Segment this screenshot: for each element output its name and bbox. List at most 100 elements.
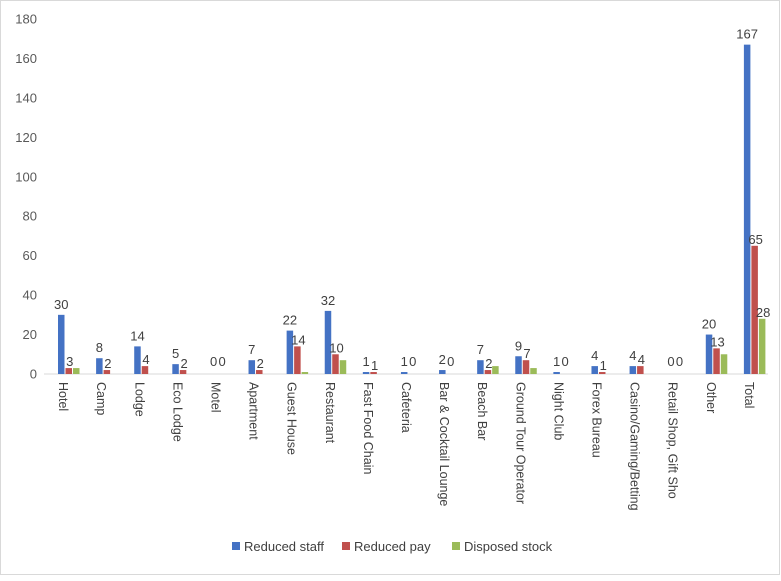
bar-reduced-staff — [248, 360, 256, 374]
x-tick-label: Hotel — [56, 382, 70, 411]
data-label: 1 — [371, 358, 378, 373]
legend-swatch — [452, 542, 460, 550]
data-label: 0 — [667, 354, 674, 369]
x-tick-label: Camp — [94, 382, 108, 415]
data-label: 0 — [409, 354, 416, 369]
bar-disposed-stock — [758, 318, 766, 374]
data-label: 0 — [219, 354, 226, 369]
data-label: 2 — [104, 356, 111, 371]
bar-reduced-pay — [332, 354, 339, 374]
bar-reduced-staff — [705, 334, 713, 374]
data-label: 10 — [329, 340, 343, 355]
data-label: 4 — [591, 348, 598, 363]
bar-reduced-staff — [134, 346, 141, 374]
data-label: 7 — [523, 346, 530, 361]
bar-reduced-pay — [294, 346, 301, 374]
bar-reduced-staff — [515, 356, 522, 374]
data-label: 0 — [210, 354, 217, 369]
bar-disposed-stock — [720, 354, 728, 374]
bar-reduced-pay — [179, 370, 187, 374]
x-tick-label: Apartment — [247, 382, 261, 440]
bar-reduced-staff — [743, 44, 751, 375]
data-label: 2 — [180, 356, 187, 371]
bar-reduced-pay — [370, 372, 377, 374]
bar-reduced-pay — [751, 245, 758, 374]
bar-reduced-staff — [286, 330, 294, 374]
data-label: 13 — [710, 334, 724, 349]
bar-reduced-staff — [553, 372, 560, 374]
x-tick-label: Ground Tour Operator — [513, 382, 527, 504]
bar-reduced-pay — [141, 366, 149, 374]
x-tick-label: Motel — [208, 382, 222, 413]
bar-reduced-pay — [484, 370, 492, 374]
x-tick-label: Restaurant — [323, 382, 337, 444]
data-label: 4 — [629, 348, 636, 363]
bar-disposed-stock — [73, 368, 80, 374]
data-label: 0 — [676, 354, 683, 369]
data-label: 14 — [130, 328, 144, 343]
y-tick-label: 80 — [23, 209, 37, 224]
legend-swatch — [342, 542, 350, 550]
bars — [58, 44, 766, 375]
legend-label: Reduced staff — [244, 539, 324, 554]
bar-reduced-pay — [103, 370, 111, 374]
data-label: 32 — [321, 293, 335, 308]
y-axis: 0 20 40 60 80 100 120 140 160 180 — [15, 12, 37, 382]
bar-reduced-pay — [256, 370, 263, 374]
y-tick-label: 20 — [23, 327, 37, 342]
data-label: 2 — [485, 356, 492, 371]
data-label: 22 — [283, 313, 297, 328]
bar-reduced-pay — [637, 366, 644, 374]
data-label: 8 — [96, 340, 103, 355]
data-label: 4 — [142, 352, 149, 367]
x-tick-label: Fast Food Chain — [361, 382, 375, 474]
bar-reduced-staff — [400, 372, 408, 374]
data-label: 2 — [257, 356, 264, 371]
data-label: 1 — [553, 354, 560, 369]
data-label: 2 — [439, 352, 446, 367]
data-label: 1 — [600, 358, 607, 373]
x-tick-label: Cafeteria — [399, 382, 413, 433]
data-label: 1 — [401, 354, 408, 369]
y-tick-label: 140 — [15, 90, 37, 105]
bar-reduced-staff — [58, 314, 65, 374]
data-label: 1 — [362, 354, 369, 369]
bar-disposed-stock — [492, 366, 499, 374]
y-tick-label: 0 — [30, 367, 37, 382]
bar-reduced-pay — [522, 360, 530, 374]
data-label: 4 — [638, 352, 645, 367]
legend-label: Disposed stock — [464, 539, 553, 554]
bar-reduced-staff — [591, 366, 598, 374]
x-tick-label: Retail Shop, Gift Sho — [666, 382, 680, 499]
data-label: 9 — [515, 338, 522, 353]
data-label: 3 — [66, 354, 73, 369]
bar-disposed-stock — [530, 368, 537, 374]
data-label: 65 — [748, 232, 762, 247]
data-label: 0 — [447, 354, 454, 369]
bar-reduced-pay — [65, 368, 72, 374]
x-axis: Hotel Camp Lodge Eco Lodge Motel Apartment Gue… — [44, 373, 768, 511]
x-tick-label: Bar & Cocktail Lounge — [437, 382, 451, 506]
x-tick-label: Guest House — [285, 382, 299, 455]
x-tick-label: Casino/Gaming/Betting — [628, 382, 642, 511]
bar-reduced-staff — [439, 370, 446, 374]
bar-reduced-pay — [598, 372, 606, 374]
y-tick-label: 100 — [15, 169, 37, 184]
legend-label: Reduced pay — [354, 539, 431, 554]
data-label: 5 — [172, 346, 179, 361]
x-tick-label: Forex Bureau — [590, 382, 604, 458]
legend-swatch — [232, 542, 240, 550]
bar-reduced-staff — [629, 366, 637, 374]
x-tick-label: Beach Bar — [475, 382, 489, 440]
y-tick-label: 160 — [15, 51, 37, 66]
data-label: 28 — [756, 305, 770, 320]
data-label: 30 — [54, 297, 68, 312]
x-tick-label: Eco Lodge — [170, 382, 184, 442]
data-label: 7 — [477, 342, 484, 357]
data-label: 20 — [702, 317, 716, 332]
bar-disposed-stock — [339, 360, 347, 374]
data-label: 0 — [562, 354, 569, 369]
bar-disposed-stock — [301, 372, 309, 374]
